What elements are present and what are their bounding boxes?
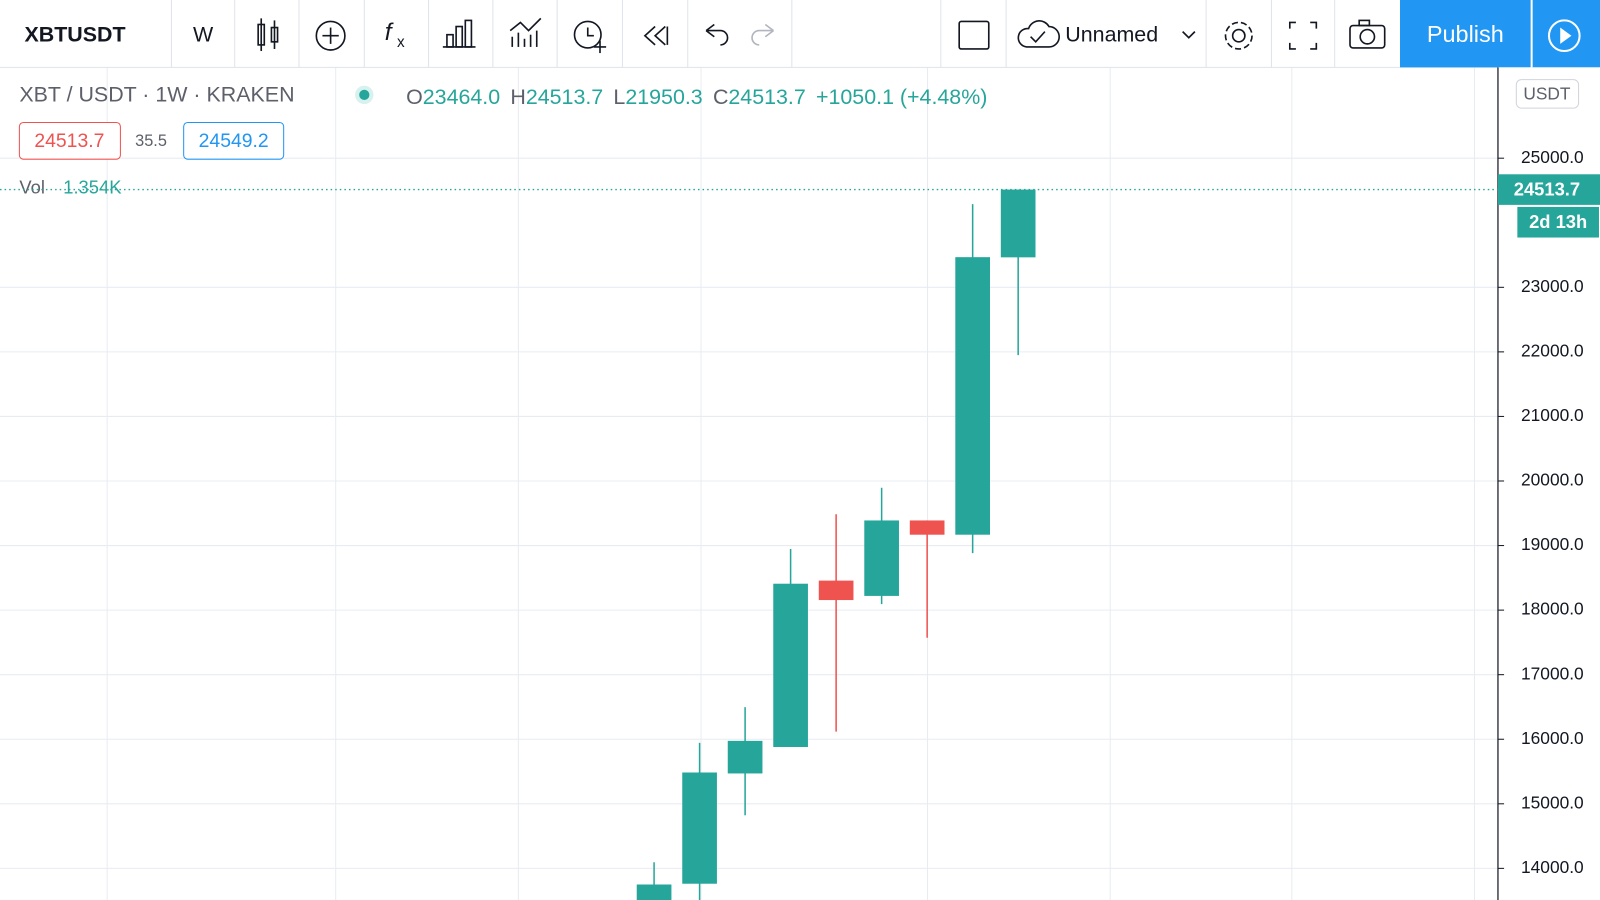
market-status <box>359 89 370 100</box>
last-price-tag <box>1497 174 1600 205</box>
volume-value: 1.354K <box>63 177 122 198</box>
templates-button[interactable] <box>509 17 542 47</box>
vertical-grid <box>106 67 1475 900</box>
currency-label: USDT <box>1523 83 1571 103</box>
y-tick-label: 14000.0 <box>1521 857 1584 877</box>
compare-button[interactable] <box>315 20 346 51</box>
settings-button[interactable] <box>1224 21 1253 50</box>
symbol-button[interactable]: XBTUSDT <box>24 22 125 46</box>
save-layout-button[interactable]: Unnamed <box>1017 20 1196 48</box>
symbol-title: XBT / USDT · 1W · KRAKEN <box>19 83 294 107</box>
candle-body <box>909 520 945 535</box>
buy-button[interactable] <box>183 121 285 160</box>
candle-body <box>955 257 990 535</box>
candle-body <box>1000 189 1036 258</box>
volume-label: Vol <box>19 177 45 198</box>
buy-price: 24549.2 <box>199 130 269 152</box>
countdown-label: 2d 13h <box>1529 211 1587 232</box>
ohlc-legend: O23464.0 H24513.7 L21950.3 C24513.7 +1050.1 … <box>406 85 987 109</box>
sell-price: 24513.7 <box>34 130 104 152</box>
candle-body <box>864 520 899 596</box>
change-value: +1050.1 (+4.48%) <box>816 85 987 109</box>
l-label: L <box>613 85 625 109</box>
replay-button[interactable] <box>643 25 669 46</box>
sell-button[interactable] <box>18 121 121 160</box>
play-triangle <box>1560 27 1572 44</box>
spread: 35.5 <box>135 132 167 150</box>
open-value: 23464.0 <box>423 85 500 109</box>
alert-button[interactable] <box>573 20 607 54</box>
o-label: O <box>406 85 423 109</box>
chart-type-button[interactable] <box>257 18 279 52</box>
y-tick-label: 15000.0 <box>1521 792 1584 812</box>
snapshot-button[interactable] <box>1349 19 1386 49</box>
svg-text:f: f <box>385 19 394 46</box>
candle-body <box>818 580 854 601</box>
plot-area <box>0 157 1498 900</box>
candle-body <box>773 583 808 747</box>
y-tick-label: 19000.0 <box>1521 534 1584 554</box>
countdown-tag <box>1517 206 1599 238</box>
price-scale: USDT 14000.0 15000.0 16000.0 17000.0 18000.0… <box>1497 67 1600 900</box>
undo-button[interactable] <box>705 23 729 46</box>
c-label: C <box>713 85 728 109</box>
publish-button[interactable] <box>1400 0 1531 68</box>
candle-body <box>727 740 763 774</box>
close-value: 24513.7 <box>728 85 805 109</box>
high-value: 24513.7 <box>526 85 603 109</box>
h-label: H <box>510 85 525 109</box>
layout-name: Unnamed <box>1065 22 1158 46</box>
redo-button[interactable] <box>751 23 774 46</box>
play-icon <box>1547 19 1581 53</box>
y-tick-label: 17000.0 <box>1521 663 1584 683</box>
svg-text:x: x <box>397 34 405 51</box>
y-tick-label: 16000.0 <box>1521 728 1584 748</box>
y-tick-label: 23000.0 <box>1521 276 1584 296</box>
interval-button[interactable]: W <box>193 22 214 46</box>
y-tick-label: 22000.0 <box>1521 340 1584 360</box>
y-tick-label: 18000.0 <box>1521 599 1584 619</box>
financials-button[interactable] <box>442 19 476 48</box>
currency-button[interactable] <box>1515 79 1580 109</box>
publish-label: Publish <box>1427 21 1504 47</box>
y-tick-label: 21000.0 <box>1521 405 1584 425</box>
candle-body <box>636 884 672 900</box>
layout-button[interactable] <box>958 20 990 50</box>
y-tick-label: 25000.0 <box>1521 147 1584 167</box>
last-price-label: 24513.7 <box>1514 178 1580 199</box>
fullscreen-button[interactable] <box>1288 21 1318 50</box>
candle-body <box>682 772 717 884</box>
y-tick-label: 20000.0 <box>1521 470 1584 490</box>
low-value: 21950.3 <box>625 85 702 109</box>
